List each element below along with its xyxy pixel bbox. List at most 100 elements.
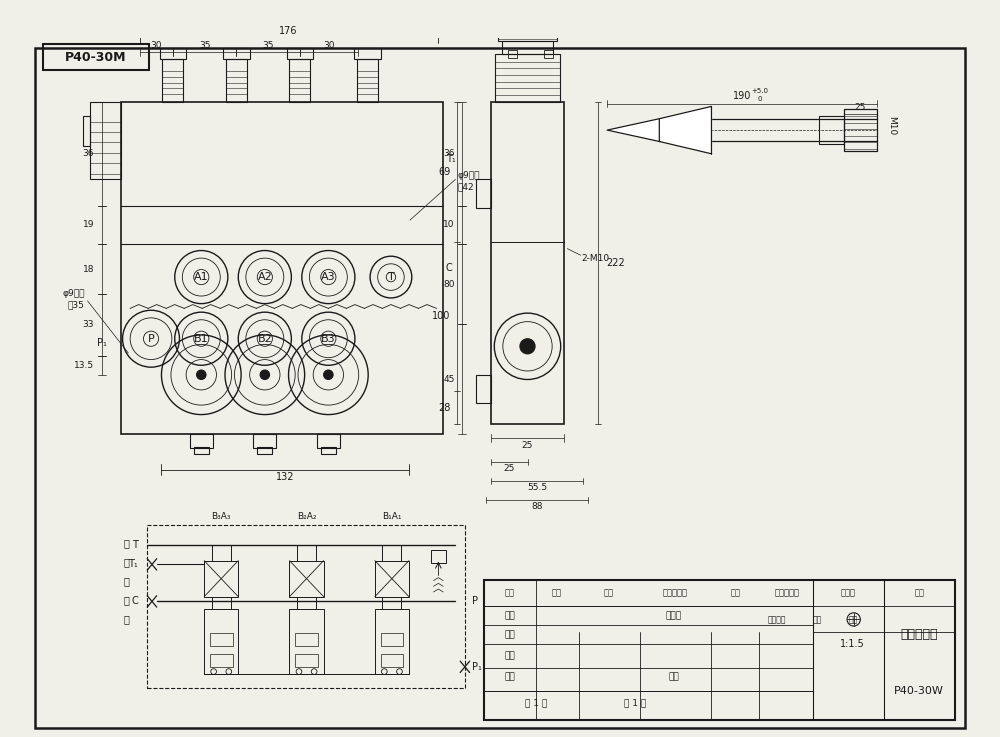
Text: 标准化: 标准化 (665, 611, 682, 620)
Text: 100: 100 (432, 312, 451, 321)
Text: 第 1 张: 第 1 张 (624, 699, 647, 708)
Text: 批准: 批准 (668, 673, 679, 682)
Text: 处数: 处数 (552, 588, 562, 598)
Text: P₁: P₁ (472, 662, 482, 672)
Text: 19: 19 (83, 220, 94, 229)
Text: B₃A₃: B₃A₃ (211, 512, 231, 522)
Text: 88: 88 (531, 502, 543, 511)
Bar (147, 525, 465, 688)
Text: 原: 原 (123, 576, 129, 587)
Text: P₁: P₁ (97, 338, 106, 349)
Text: 33: 33 (83, 321, 94, 329)
Text: B3: B3 (321, 334, 336, 343)
Text: 年、月、日: 年、月、日 (775, 588, 800, 598)
Bar (289, 609, 324, 674)
Bar (121, 102, 443, 433)
Text: 工艺: 工艺 (504, 673, 515, 682)
Text: 25: 25 (522, 441, 533, 450)
Bar (253, 433, 276, 448)
Text: 签名: 签名 (730, 588, 740, 598)
Text: 高42: 高42 (457, 183, 474, 192)
Text: P: P (472, 596, 478, 607)
Text: 重量: 重量 (813, 615, 822, 624)
Text: P40-30W: P40-30W (894, 686, 944, 696)
Text: 压: 压 (123, 557, 129, 567)
Text: P40-30M: P40-30M (65, 51, 127, 63)
Bar (190, 433, 213, 448)
Text: 25: 25 (855, 103, 866, 112)
Text: 35: 35 (262, 41, 274, 50)
Text: 图: 图 (123, 615, 129, 624)
Text: 190: 190 (733, 91, 751, 101)
Text: 222: 222 (606, 258, 625, 268)
Circle shape (197, 370, 206, 380)
Circle shape (260, 370, 270, 380)
Bar (502, 41, 553, 55)
Text: 三联多路阀: 三联多路阀 (900, 628, 938, 641)
Bar (43, 43, 149, 70)
Bar (381, 654, 403, 667)
Text: 审核: 审核 (504, 651, 515, 660)
Text: 55.5: 55.5 (527, 483, 547, 492)
Bar (210, 632, 233, 646)
Text: 35: 35 (199, 41, 210, 50)
Text: 10: 10 (443, 220, 454, 229)
Text: 69: 69 (438, 167, 451, 177)
Text: 理: 理 (123, 595, 129, 606)
Bar (495, 55, 560, 102)
Text: A1: A1 (194, 272, 209, 282)
Text: T₁: T₁ (446, 153, 456, 164)
Text: φ9通孔: φ9通孔 (457, 171, 480, 180)
Bar (210, 654, 233, 667)
Text: B1: B1 (194, 334, 209, 343)
Bar (257, 447, 272, 455)
Text: 30: 30 (150, 41, 162, 50)
Text: 25: 25 (503, 464, 515, 473)
Text: T: T (388, 272, 394, 282)
Polygon shape (607, 119, 659, 142)
Circle shape (324, 370, 333, 380)
Bar (226, 59, 247, 102)
Polygon shape (659, 106, 711, 154)
Bar (381, 632, 403, 646)
Text: C: C (446, 262, 453, 273)
Text: 36: 36 (83, 150, 94, 158)
Bar (321, 447, 336, 455)
Bar (357, 59, 378, 102)
Circle shape (520, 339, 535, 354)
Text: +5.0: +5.0 (751, 88, 768, 94)
Bar (295, 632, 318, 646)
Text: P: P (148, 334, 154, 343)
Text: 共 1 张: 共 1 张 (525, 699, 547, 708)
Bar (844, 109, 877, 151)
Bar (431, 551, 446, 564)
Bar (375, 561, 409, 597)
Text: 阶段标记: 阶段标记 (768, 615, 786, 624)
Bar (498, 22, 557, 41)
Text: C: C (131, 596, 138, 607)
Text: B₁A₁: B₁A₁ (382, 512, 402, 522)
Bar (544, 50, 553, 58)
Text: 36: 36 (443, 150, 454, 158)
Bar (491, 102, 564, 424)
Text: 18: 18 (83, 265, 94, 273)
Text: 30: 30 (323, 41, 335, 50)
Bar (204, 609, 238, 674)
Bar (508, 50, 517, 58)
Text: 2-M10: 2-M10 (582, 254, 610, 262)
Text: 分区: 分区 (604, 588, 614, 598)
Bar (204, 561, 238, 597)
Bar (287, 48, 313, 59)
Text: 1:1.5: 1:1.5 (840, 639, 865, 649)
Bar (83, 116, 90, 146)
Bar (484, 579, 955, 720)
Text: 标记: 标记 (504, 588, 514, 598)
Bar (476, 374, 491, 403)
Text: B₂A₂: B₂A₂ (297, 512, 316, 522)
Text: B2: B2 (257, 334, 272, 343)
Bar (194, 447, 209, 455)
Text: 61: 61 (521, 0, 534, 2)
Bar (317, 433, 340, 448)
Text: 13.5: 13.5 (74, 361, 94, 370)
Text: φ9通孔: φ9通孔 (62, 289, 85, 298)
